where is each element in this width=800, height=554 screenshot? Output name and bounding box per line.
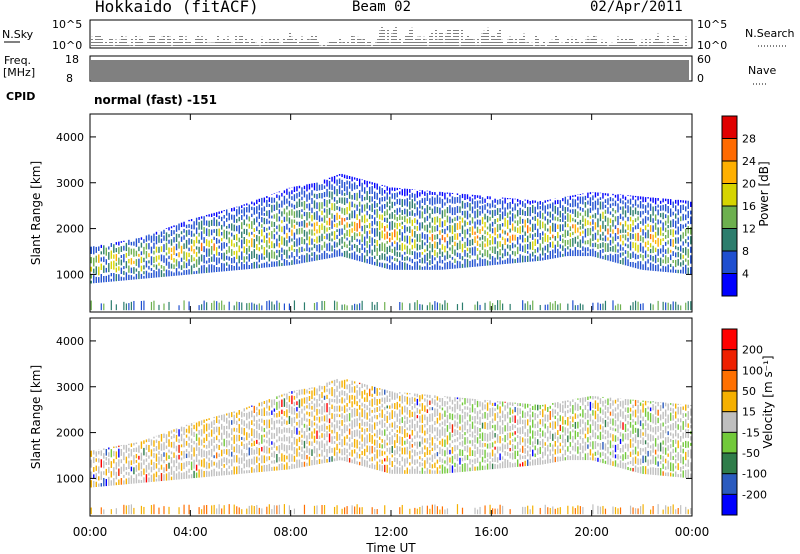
x-tick-label: 16:00 xyxy=(474,525,509,539)
nsky-panel: N.Sky 10^5 10^0 10^5 10^0 N.Search xyxy=(2,18,795,52)
colorbar-tick-label: 28 xyxy=(742,133,756,146)
power-colorbar: 28 24 20 16 12 8 4 xyxy=(721,115,756,297)
station-title: Hokkaido (fitACF) xyxy=(95,0,259,16)
cpid-row: CPID normal (fast) -151 xyxy=(6,90,217,107)
power-y-axis: 4000 3000 2000 1000 xyxy=(56,131,692,281)
power-data xyxy=(90,173,692,311)
y-tick-label: 1000 xyxy=(56,472,84,485)
colorbar-tick-label: -200 xyxy=(742,488,767,501)
colorbar-tick-label: -50 xyxy=(742,447,760,460)
colorbar-swatch xyxy=(722,161,737,184)
x-tick-label: 08:00 xyxy=(273,525,308,539)
cpid-value: normal (fast) -151 xyxy=(94,93,217,107)
colorbar-frame xyxy=(721,328,738,516)
power-ylabel: Slant Range [km] xyxy=(29,161,43,265)
freq-unit: [MHz] xyxy=(3,66,35,79)
freq-trace xyxy=(91,60,689,80)
x-tick-label: 00:00 xyxy=(73,525,108,539)
colorbar-swatch xyxy=(722,453,737,475)
nave-label: Nave xyxy=(748,64,776,77)
power-frame xyxy=(89,113,693,313)
power-panel: 4000 3000 2000 1000 Slant Range [km] 28 24 20… xyxy=(29,113,771,313)
colorbar-tick-label: -100 xyxy=(742,468,767,481)
velocity-ylabel: Slant Range [km] xyxy=(29,365,43,469)
colorbar-tick-label: 20 xyxy=(742,178,756,191)
colorbar-swatch xyxy=(722,138,737,162)
colorbar-swatch xyxy=(722,329,737,351)
y-tick-label: 1000 xyxy=(56,268,84,281)
colorbar-swatch xyxy=(722,349,737,371)
x-tick-label: 04:00 xyxy=(173,525,208,539)
colorbar-swatch xyxy=(722,183,737,207)
y-tick-label: 3000 xyxy=(56,177,84,190)
cpid-label: CPID xyxy=(6,90,35,103)
colorbar-swatch xyxy=(722,391,737,413)
colorbar-swatch xyxy=(722,273,737,297)
colorbar-swatch xyxy=(722,206,737,229)
date-title: 02/Apr/2011 xyxy=(590,0,683,15)
nsky-trace xyxy=(91,27,689,46)
colorbar-tick-label: 15 xyxy=(742,406,756,419)
nsky-label: N.Sky xyxy=(2,28,34,41)
nave-tick-low: 0 xyxy=(697,72,704,85)
velocity-colorbar: 200 100 50 15 -15 -50 -100 -200 xyxy=(721,328,767,516)
colorbar-tick-label: 24 xyxy=(742,155,756,168)
y-tick-label: 4000 xyxy=(56,131,84,144)
nsearch-tick-high: 10^5 xyxy=(697,18,727,31)
nsearch-tick-low: 10^0 xyxy=(697,39,727,52)
colorbar-swatch xyxy=(722,411,737,433)
y-tick-label: 4000 xyxy=(56,335,84,348)
colorbar-tick-label: 16 xyxy=(742,200,756,213)
nsky-tick-high: 10^5 xyxy=(52,18,82,31)
x-tick-label: 20:00 xyxy=(574,525,609,539)
colorbar-tick-label: 4 xyxy=(742,268,749,281)
x-tick-label: 12:00 xyxy=(374,525,409,539)
colorbar-swatch xyxy=(722,473,737,495)
colorbar-swatch xyxy=(722,494,737,516)
y-tick-label: 2000 xyxy=(56,427,84,440)
colorbar-swatch xyxy=(722,228,737,252)
nsky-tick-low: 10^0 xyxy=(52,39,82,52)
velocity-y-axis: 4000 3000 2000 1000 xyxy=(56,335,692,485)
y-tick-label: 3000 xyxy=(56,381,84,394)
velocity-frame xyxy=(89,317,693,517)
velocity-panel: 4000 3000 2000 1000 Slant Range [km] 200 100… xyxy=(29,317,775,517)
colorbar-swatch xyxy=(722,370,737,392)
colorbar-swatch xyxy=(722,432,737,454)
x-tick-label: 00:00 xyxy=(675,525,710,539)
time-x-axis: 00:00 04:00 08:00 12:00 16:00 20:00 00:00 xyxy=(73,114,710,539)
freq-label: Freq. xyxy=(4,54,31,67)
nsearch-label: N.Search xyxy=(745,27,795,40)
colorbar-tick-label: 8 xyxy=(742,245,749,258)
power-cbar-label: Power [dB] xyxy=(757,161,771,226)
velocity-cbar-label: Velocity [m s⁻¹] xyxy=(761,355,775,448)
colorbar-tick-label: 12 xyxy=(742,223,756,236)
beam-title: Beam 02 xyxy=(352,0,412,15)
colorbar-swatch xyxy=(722,251,737,274)
x-axis-label: Time UT xyxy=(365,541,416,554)
nave-tick-high: 60 xyxy=(697,53,711,66)
colorbar-tick-label: 50 xyxy=(742,385,756,398)
velocity-data xyxy=(90,378,692,515)
freq-panel: Freq. [MHz] 18 8 60 0 Nave xyxy=(3,53,776,85)
colorbar-swatch xyxy=(722,116,737,139)
colorbar-tick-label: 100 xyxy=(742,364,763,377)
freq-tick-low: 8 xyxy=(66,72,73,85)
freq-tick-high: 18 xyxy=(65,53,79,66)
colorbar-tick-label: 200 xyxy=(742,344,763,357)
colorbar-tick-label: -15 xyxy=(742,426,760,439)
y-tick-label: 2000 xyxy=(56,223,84,236)
